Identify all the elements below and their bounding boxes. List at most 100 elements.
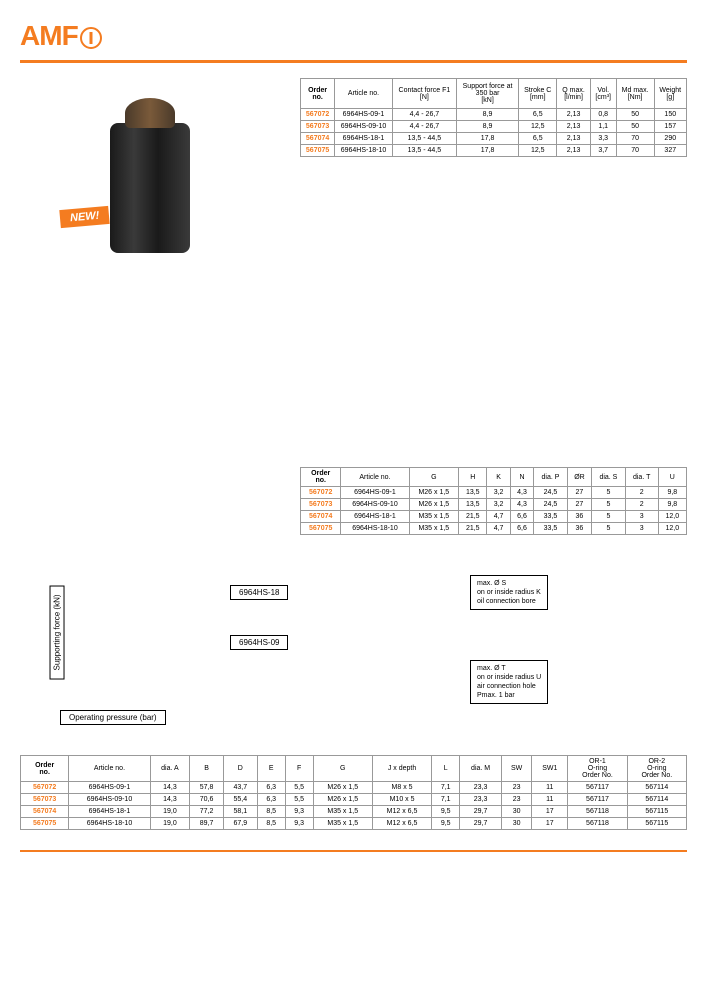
table-cell: 21,5 (459, 523, 487, 535)
table-cell: 12,0 (658, 511, 686, 523)
table-cell: 3,7 (590, 145, 616, 157)
table-cell: 29,7 (460, 806, 502, 818)
table-cell: 2 (625, 487, 658, 499)
table-cell: 567117 (568, 794, 627, 806)
table-cell: 6964HS-18-1 (341, 511, 409, 523)
table-cell: 150 (654, 109, 686, 121)
table-cell: 12,5 (519, 121, 557, 133)
table-cell: 11 (532, 782, 568, 794)
table-cell: 17,8 (456, 133, 518, 145)
table-row: 5670736964HS-09-1014,370,655,46,35,5M26 … (21, 794, 687, 806)
table-header: Contact force F1[N] (392, 79, 456, 109)
table-cell: 9,8 (658, 499, 686, 511)
table-header: OR-2O-ringOrder No. (627, 756, 686, 782)
table-header: Orderno. (301, 468, 341, 487)
table-row: 5670756964HS-18-10M35 x 1,521,54,76,633,… (301, 523, 687, 535)
table-cell: 8,5 (257, 806, 285, 818)
table-cell: 2,13 (557, 109, 590, 121)
table-cell: 6964HS-18-1 (335, 133, 393, 145)
table-header: H (459, 468, 487, 487)
table-header: dia. S (592, 468, 626, 487)
table-cell: 567114 (627, 782, 686, 794)
table-cell: 6964HS-09-1 (341, 487, 409, 499)
table-cell: 33,5 (534, 523, 568, 535)
table-cell: 7,1 (432, 794, 460, 806)
table-row: 5670756964HS-18-1013,5 - 44,517,812,52,1… (301, 145, 687, 157)
table-cell: 2 (625, 499, 658, 511)
table-cell: 11 (532, 794, 568, 806)
table-cell: 6964HS-09-10 (335, 121, 393, 133)
table-header: J x depth (372, 756, 431, 782)
table-header: Stroke C[mm] (519, 79, 557, 109)
table-cell: 4,4 - 26,7 (392, 121, 456, 133)
table-header: dia. P (534, 468, 568, 487)
table-cell: 567074 (21, 806, 69, 818)
table-header: U (658, 468, 686, 487)
table-cell: 567114 (627, 794, 686, 806)
table-cell: 50 (616, 109, 654, 121)
table-cell: 567118 (568, 806, 627, 818)
page-header: AMF (20, 20, 687, 63)
table-header: OR-1O-ringOrder No. (568, 756, 627, 782)
table-cell: 6,3 (257, 794, 285, 806)
table-cell: 33,5 (534, 511, 568, 523)
chart-x-label: Operating pressure (bar) (60, 710, 166, 725)
footer-divider (20, 850, 687, 852)
table-cell: 17 (532, 806, 568, 818)
table-cell: 4,3 (510, 499, 533, 511)
logo: AMF (20, 20, 102, 52)
table-cell: 89,7 (190, 818, 224, 830)
note-box-1: max. Ø Son or inside radius Koil connect… (470, 575, 548, 610)
table-cell: 5 (592, 499, 626, 511)
chart-y-label: Supporting force (kN) (50, 585, 65, 679)
table-cell: 57,8 (190, 782, 224, 794)
table-cell: 24,5 (534, 487, 568, 499)
table-cell: M26 x 1,5 (409, 487, 459, 499)
table-cell: 567118 (568, 818, 627, 830)
product-image: NEW! (90, 98, 210, 278)
chart-area: Supporting force (kN) 6964HS-18 6964HS-0… (20, 565, 350, 725)
table-cell: 36 (567, 511, 591, 523)
table-cell: 23 (502, 794, 532, 806)
table-cell: 19,0 (150, 806, 190, 818)
table-header: D (223, 756, 257, 782)
table-header: dia. M (460, 756, 502, 782)
specs-table-1: Orderno.Article no.Contact force F1[N]Su… (300, 78, 687, 157)
table-cell: 23,3 (460, 794, 502, 806)
table-row: 5670746964HS-18-119,077,258,18,59,3M35 x… (21, 806, 687, 818)
table-cell: 567072 (301, 487, 341, 499)
table-cell: M26 x 1,5 (313, 794, 372, 806)
specs-table-2: Orderno.Article no.GHKNdia. PØRdia. Sdia… (300, 467, 687, 535)
table-cell: 3 (625, 523, 658, 535)
table-cell: 4,7 (487, 523, 510, 535)
table-cell: 6964HS-18-10 (341, 523, 409, 535)
table-header: dia. T (625, 468, 658, 487)
table-header: B (190, 756, 224, 782)
table-cell: 13,5 - 44,5 (392, 133, 456, 145)
table-row: 5670726964HS-09-14,4 - 26,78,96,52,130,8… (301, 109, 687, 121)
table-cell: 14,3 (150, 794, 190, 806)
table-cell: 9,5 (432, 806, 460, 818)
table-cell: 43,7 (223, 782, 257, 794)
table-cell: 327 (654, 145, 686, 157)
table-cell: M35 x 1,5 (313, 806, 372, 818)
table-cell: 290 (654, 133, 686, 145)
table-cell: M10 x 5 (372, 794, 431, 806)
table-header: F (285, 756, 313, 782)
table-header: ØR (567, 468, 591, 487)
table-cell: 157 (654, 121, 686, 133)
table-cell: 567115 (627, 806, 686, 818)
table-cell: 55,4 (223, 794, 257, 806)
table-cell: 6964HS-09-10 (69, 794, 150, 806)
table-header: L (432, 756, 460, 782)
table-cell: 77,2 (190, 806, 224, 818)
table-cell: 50 (616, 121, 654, 133)
table-cell: 0,8 (590, 109, 616, 121)
table-cell: 3,2 (487, 499, 510, 511)
table-header: Vol.[cm³] (590, 79, 616, 109)
table-cell: 27 (567, 499, 591, 511)
table-cell: 6,6 (510, 523, 533, 535)
table-cell: 21,5 (459, 511, 487, 523)
table-cell: 23 (502, 782, 532, 794)
table-cell: 4,7 (487, 511, 510, 523)
